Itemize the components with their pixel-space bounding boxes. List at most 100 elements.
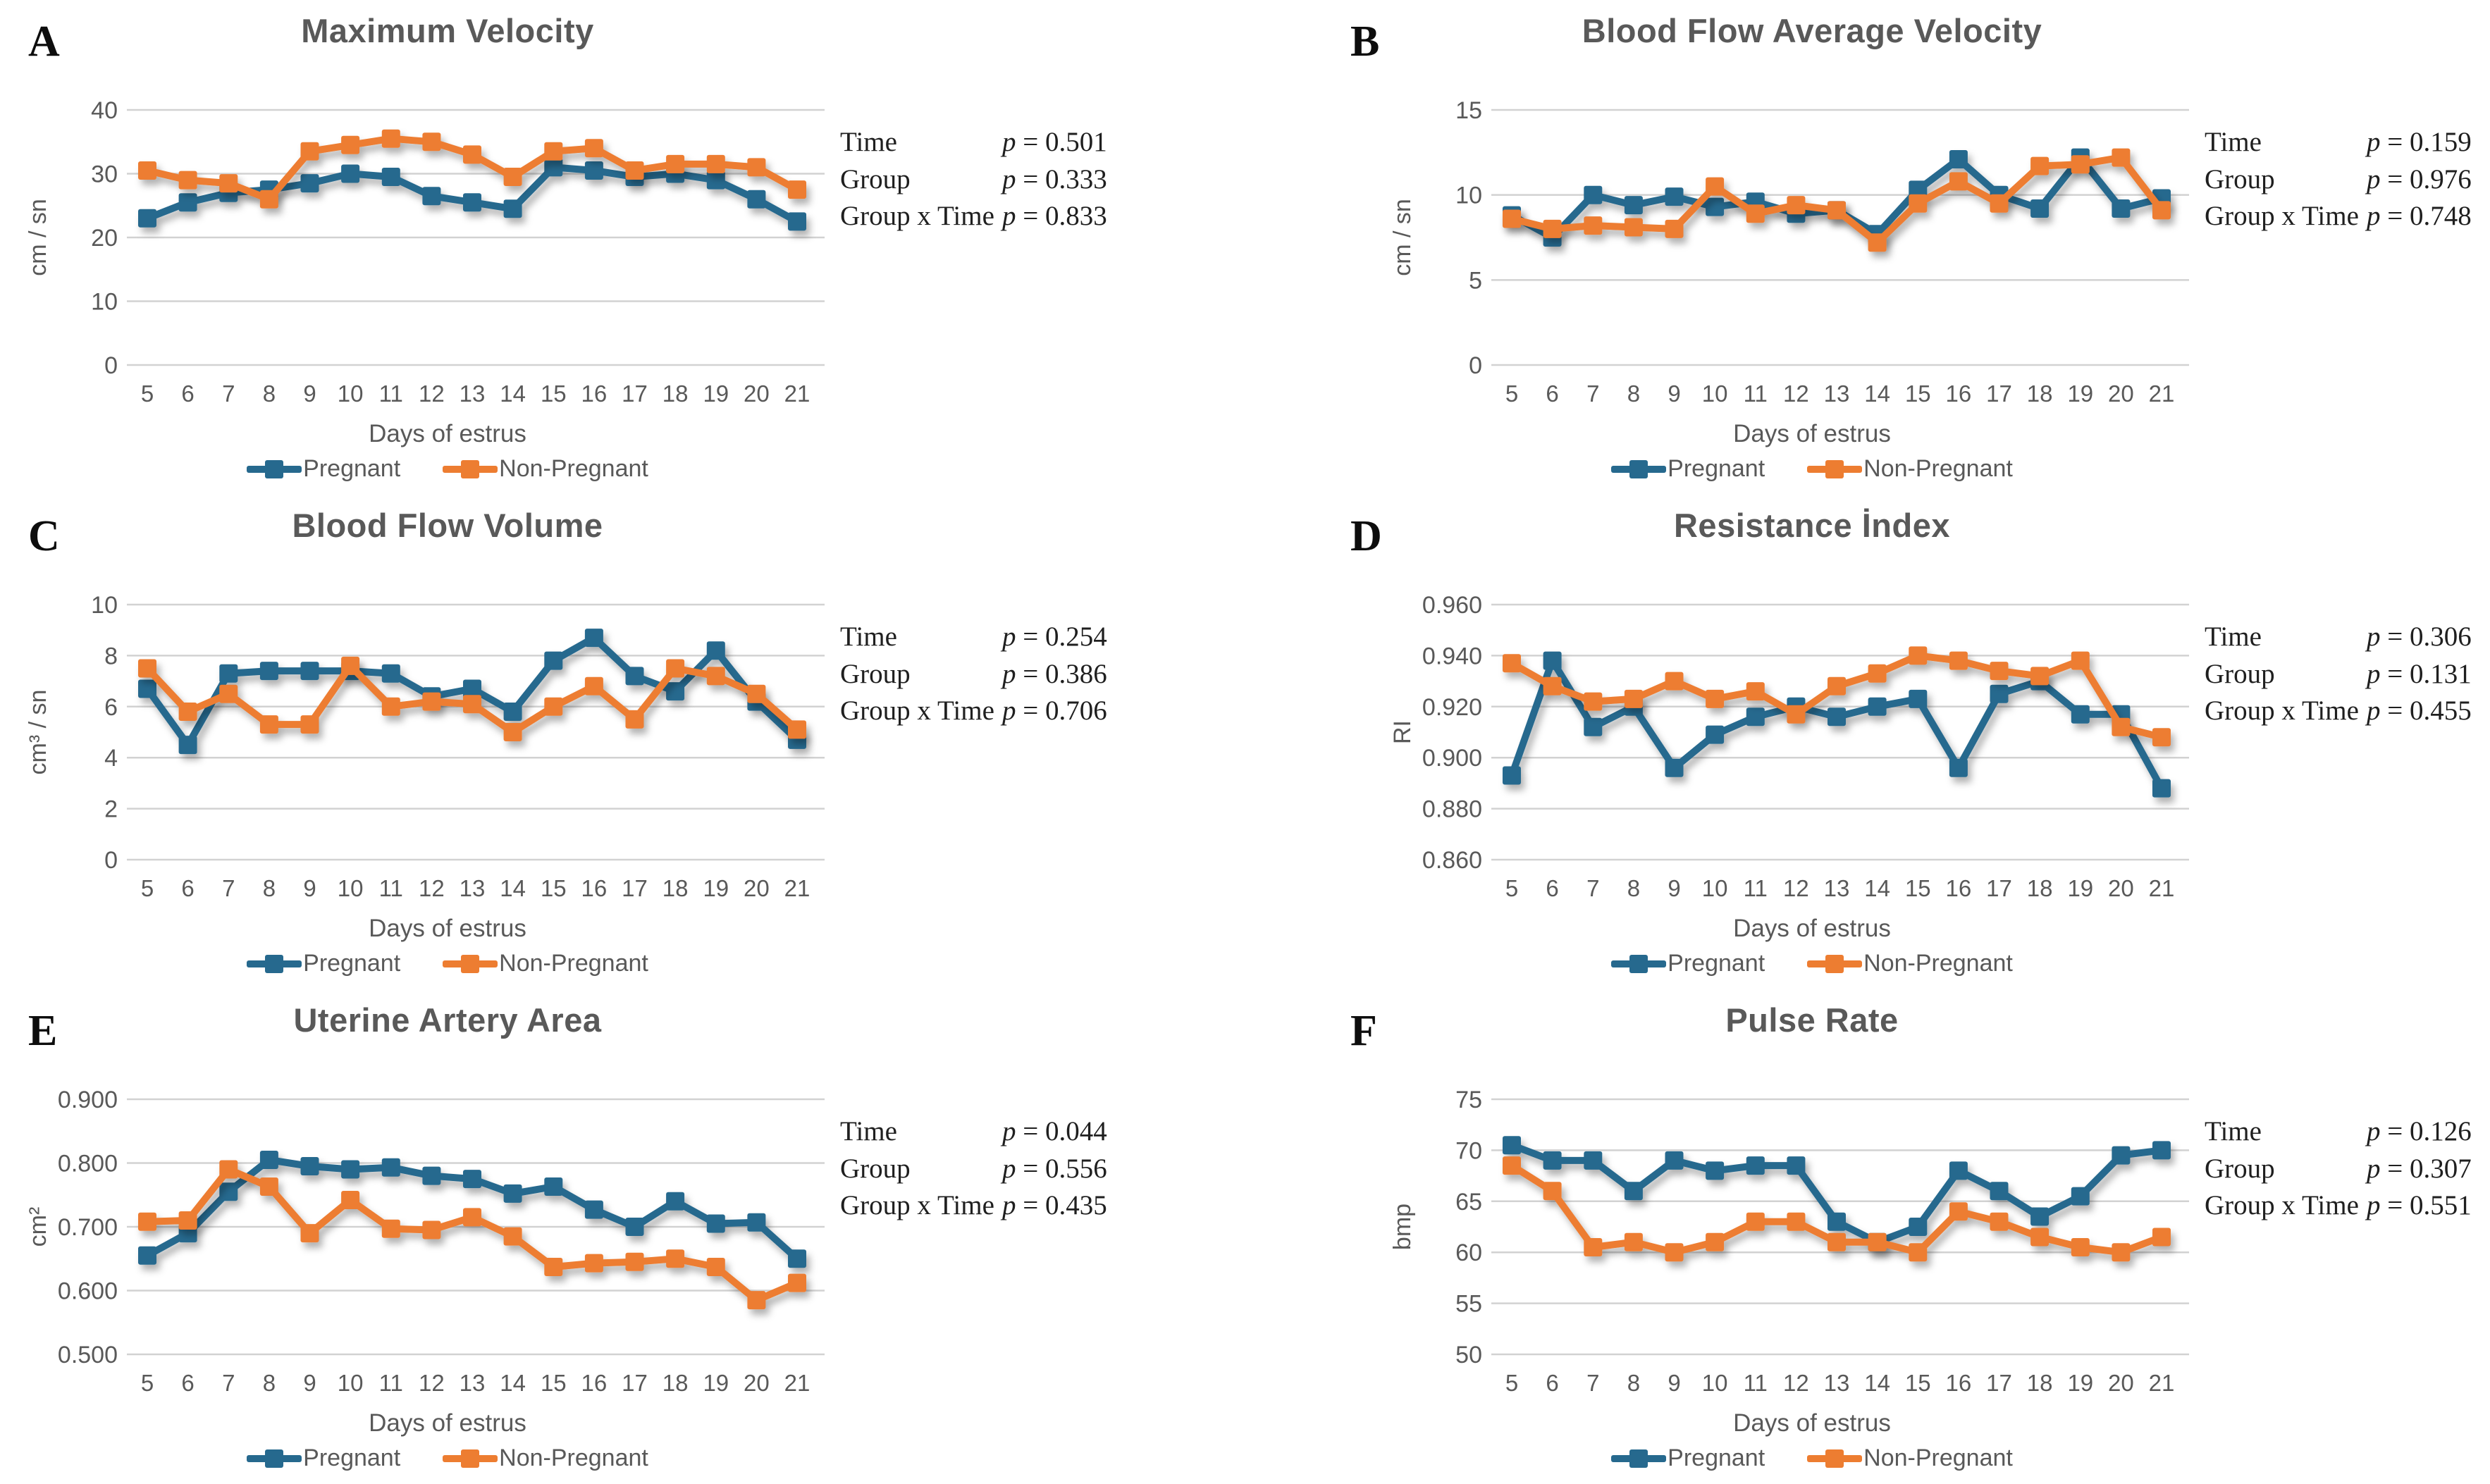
x-tick-label: 11	[379, 381, 403, 407]
x-tick-label: 18	[662, 875, 689, 901]
y-tick-label: 4	[104, 745, 118, 772]
data-point-marker	[788, 720, 806, 739]
stat-effect-label: Time	[840, 1116, 897, 1146]
x-tick-label: 8	[263, 1370, 276, 1396]
data-point-marker	[544, 651, 563, 670]
chart-legend: Pregnant Non-Pregnant	[7, 950, 888, 977]
data-point-marker	[503, 168, 522, 186]
stat-effect-label: Time	[2205, 622, 2262, 652]
data-point-marker	[1828, 1232, 1846, 1251]
data-point-marker	[625, 710, 644, 729]
x-tick-label: 6	[1546, 875, 1558, 901]
data-point-marker	[544, 697, 563, 716]
y-tick-label: 6	[104, 694, 118, 721]
x-tick-label: 11	[379, 1370, 403, 1396]
stat-effect-label: Group	[840, 163, 911, 194]
chart-title: Resistance İndex	[1673, 507, 1950, 544]
data-point-marker	[1665, 219, 1684, 238]
data-point-marker	[2071, 155, 2090, 174]
x-tick-label: 14	[1864, 1370, 1890, 1396]
y-axis-label: cm / sn	[1389, 199, 1416, 276]
stat-row: Group x Time p = 0.455	[2205, 693, 2472, 730]
line-chart-a: 0 10 20 30 40 5 6 7 8 9 10 11 12 13 14 15 16 17 18 19 20 21 cm…	[25, 97, 825, 407]
data-point-marker	[1868, 697, 1887, 716]
y-tick-label: 0.900	[58, 1087, 118, 1113]
data-point-marker	[788, 212, 806, 231]
x-tick-label: 9	[1668, 381, 1680, 407]
x-tick-label: 10	[338, 1370, 364, 1396]
data-point-marker	[422, 1166, 441, 1185]
x-tick-label: 17	[1986, 875, 2012, 901]
data-point-marker	[788, 1249, 806, 1268]
x-tick-label: 18	[662, 1370, 689, 1396]
y-tick-label: 0.800	[58, 1151, 118, 1177]
y-axis-label: cm³ / sn	[25, 690, 51, 775]
x-tick-label: 20	[744, 1370, 770, 1396]
stat-effect-label: Group x Time	[2205, 695, 2359, 726]
x-tick-label: 10	[338, 381, 364, 407]
stat-row: Time p = 0.306	[2205, 619, 2472, 656]
data-point-marker	[1706, 725, 1725, 744]
series-non-pregnant	[138, 1160, 806, 1310]
legend-marker-icon	[1611, 1449, 1667, 1468]
legend-label: Non-Pregnant	[1863, 950, 2013, 977]
x-tick-label: 9	[303, 1370, 316, 1396]
x-tick-label: 18	[2027, 875, 2053, 901]
x-tick-label: 21	[2149, 381, 2175, 407]
x-tick-label: 7	[222, 875, 235, 901]
data-point-marker	[625, 161, 644, 180]
y-tick-label: 55	[1455, 1291, 1482, 1318]
data-point-marker	[788, 180, 806, 199]
x-tick-label: 14	[1864, 381, 1890, 407]
x-tick-label: 8	[1627, 1370, 1640, 1396]
data-point-marker	[747, 1213, 766, 1232]
data-point-marker	[2071, 1238, 2090, 1256]
stat-effect-label: Group x Time	[840, 1190, 994, 1221]
data-point-marker	[341, 656, 360, 675]
x-tick-label: 7	[222, 1370, 235, 1396]
chart-title: Pulse Rate	[1725, 1001, 1899, 1039]
x-tick-label: 10	[1702, 875, 1728, 901]
series-non-pregnant	[138, 656, 806, 741]
stat-p-value: p = 0.435	[1002, 1190, 1107, 1221]
data-point-marker	[747, 190, 766, 209]
data-point-marker	[666, 154, 685, 173]
x-tick-label: 12	[1783, 1370, 1809, 1396]
data-point-marker	[706, 171, 725, 190]
x-tick-label: 20	[2108, 875, 2134, 901]
legend-marker-icon	[443, 459, 498, 479]
data-point-marker	[259, 190, 278, 209]
x-tick-label: 11	[1744, 381, 1768, 407]
data-point-marker	[1990, 662, 2009, 681]
data-point-marker	[381, 1219, 400, 1238]
stat-row: Group x Time p = 0.833	[840, 198, 1107, 235]
data-point-marker	[1503, 1156, 1521, 1175]
data-point-marker	[747, 1291, 766, 1310]
data-point-marker	[1868, 233, 1887, 252]
y-tick-label: 40	[91, 97, 118, 124]
panel-letter-b: B	[1350, 18, 1380, 66]
data-point-marker	[2152, 1228, 2171, 1247]
x-tick-label: 10	[1702, 1370, 1728, 1396]
stat-p-value: p = 0.254	[1002, 622, 1107, 652]
x-tick-label: 20	[2108, 381, 2134, 407]
x-tick-label: 8	[263, 875, 276, 901]
legend-item-pregnant: Pregnant	[247, 950, 400, 977]
x-tick-label: 14	[500, 381, 526, 407]
stat-p-value: p = 0.307	[2367, 1153, 2472, 1184]
y-tick-label: 10	[91, 289, 118, 316]
legend-label: Pregnant	[1668, 455, 1765, 482]
legend-marker-icon	[443, 1449, 498, 1468]
panel-b: B Blood Flow Average Velocity 0 5 10 15 5 6 7 8 9 1…	[1245, 0, 2490, 495]
data-point-marker	[1828, 707, 1846, 726]
stat-row: Group p = 0.386	[840, 656, 1107, 693]
y-tick-label: 5	[1469, 267, 1482, 294]
x-tick-label: 17	[622, 1370, 648, 1396]
data-point-marker	[544, 158, 563, 177]
data-point-marker	[1990, 1212, 2009, 1231]
x-tick-label: 8	[1627, 381, 1640, 407]
data-point-marker	[1584, 717, 1603, 736]
x-tick-label: 13	[460, 875, 486, 901]
data-point-marker	[1543, 676, 1562, 695]
